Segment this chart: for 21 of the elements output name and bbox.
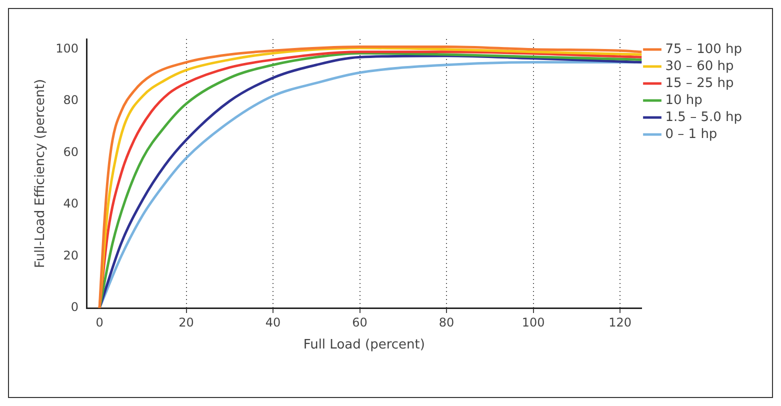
legend-label: 1.5 – 5.0 hp xyxy=(665,110,742,125)
legend-label: 10 hp xyxy=(665,92,702,108)
x-tick-label: 80 xyxy=(438,315,454,330)
y-tick-label: 100 xyxy=(56,41,79,56)
legend-label: 75 – 100 hp xyxy=(665,42,742,57)
legend-label: 30 – 60 hp xyxy=(665,58,734,74)
x-tick-label: 20 xyxy=(178,315,194,330)
y-axis-title: Full-Load Efficiency (percent) xyxy=(33,79,48,268)
y-tick-label: 40 xyxy=(63,196,79,211)
x-tick-label: 60 xyxy=(352,315,368,330)
legend-label: 15 – 25 hp xyxy=(665,76,734,91)
x-tick-label: 100 xyxy=(522,315,545,330)
x-tick-label: 40 xyxy=(265,315,281,330)
legend-label: 0 – 1 hp xyxy=(665,126,718,142)
y-tick-label: 80 xyxy=(63,93,79,108)
y-tick-label: 60 xyxy=(63,144,79,159)
x-tick-label: 120 xyxy=(608,315,632,330)
y-tick-label: 20 xyxy=(63,248,79,262)
x-tick-label: 0 xyxy=(96,315,104,330)
y-tick-label: 0 xyxy=(70,300,79,314)
x-axis-title: Full Load (percent) xyxy=(303,338,425,353)
